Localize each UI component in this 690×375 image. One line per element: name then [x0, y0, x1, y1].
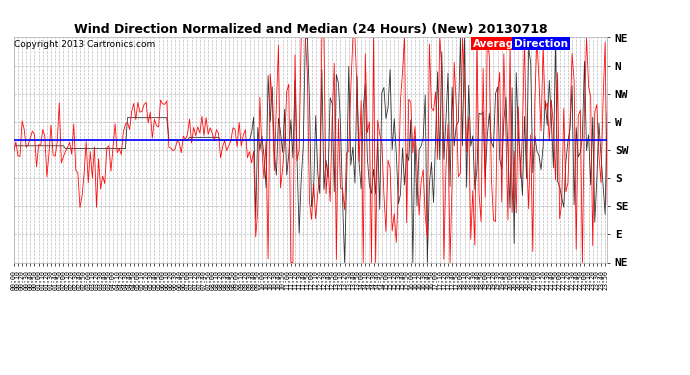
Text: Copyright 2013 Cartronics.com: Copyright 2013 Cartronics.com: [14, 40, 155, 49]
Text: Average: Average: [473, 39, 521, 49]
Text: Direction: Direction: [514, 39, 568, 49]
Title: Wind Direction Normalized and Median (24 Hours) (New) 20130718: Wind Direction Normalized and Median (24…: [74, 23, 547, 36]
